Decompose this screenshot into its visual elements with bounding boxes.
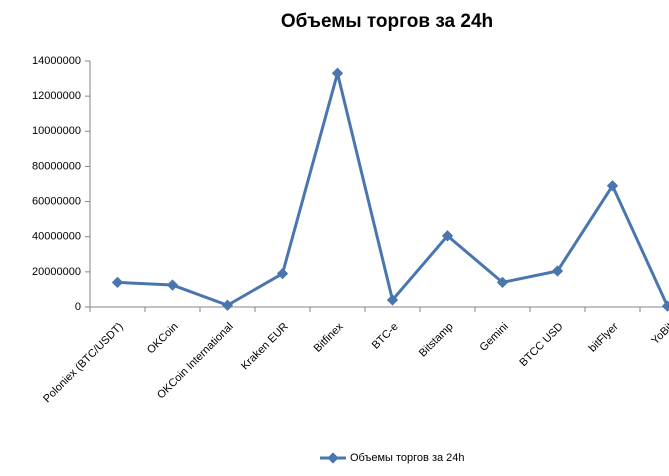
y-tick-label: 20000000 (32, 266, 81, 278)
y-tick-label: 14000000 (32, 55, 81, 67)
y-tick-label: 10000000 (32, 125, 81, 137)
data-line (117, 67, 669, 307)
y-tick-label: 0 (75, 301, 81, 313)
data-point (386, 294, 399, 306)
data-point (166, 279, 179, 291)
x-tick-label: Bitfinex (312, 320, 346, 354)
data-point (111, 276, 124, 289)
y-tick-label: 12000000 (32, 90, 81, 102)
chart-title: Объемы торгов за 24h (281, 11, 493, 32)
data-point (606, 180, 619, 192)
legend-label: Объемы торгов за 24h (350, 452, 465, 464)
x-tick-label: Poloniex (BTC/USDT) (41, 321, 126, 406)
x-tick-label: Bitstamp (417, 321, 456, 360)
x-tick-label: Kraken EUR (239, 321, 291, 373)
x-tick-label: Gemini (478, 321, 511, 354)
data-point (661, 300, 669, 312)
x-tick-label: BTC-e (370, 321, 401, 352)
data-point (496, 276, 509, 289)
y-tick-label: 40000000 (32, 231, 81, 243)
x-tick-label: BTCC USD (517, 321, 565, 369)
data-point (276, 267, 289, 280)
data-point (441, 230, 454, 242)
legend-marker (327, 452, 339, 464)
y-tick-label: 60000000 (32, 195, 81, 207)
data-point (221, 299, 234, 311)
data-point (331, 67, 344, 79)
x-tick-label: bitFlyer (587, 320, 621, 354)
y-tick-label: 80000000 (32, 160, 81, 172)
x-tick-label: OKCoin (145, 321, 181, 357)
data-point (551, 265, 564, 277)
x-tick-label: YoBit (649, 321, 669, 347)
